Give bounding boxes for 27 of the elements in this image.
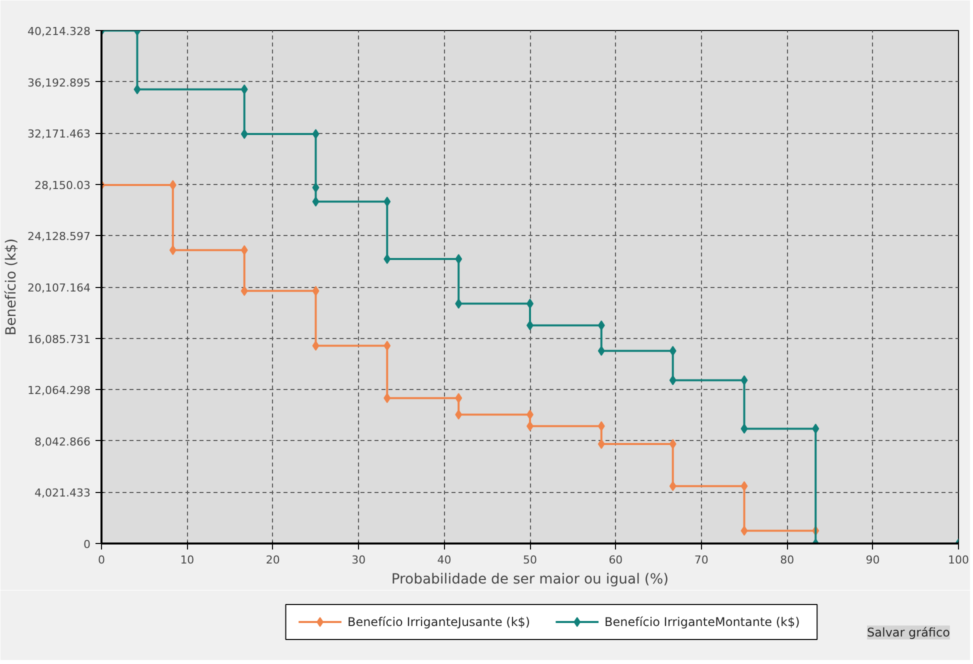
x-tick-label: 10	[180, 554, 194, 566]
y-tick-label: 36,192.895	[28, 76, 91, 90]
y-tick-label: 20,107.164	[28, 282, 91, 294]
x-tick-label: 40	[437, 554, 452, 566]
x-tick-label: 20	[266, 554, 280, 566]
legend-label: Benefício IrriganteMontante (k$)	[604, 615, 800, 629]
y-tick-label: 24,128.597	[28, 230, 91, 244]
y-tick-label: 0	[84, 538, 90, 551]
y-tick-label: 8,042.866	[34, 435, 90, 448]
y-tick-label: 16,085.731	[28, 332, 91, 346]
y-tick-label: 12,064.298	[28, 384, 91, 398]
y-tick-label: 4,021.433	[34, 486, 90, 500]
x-axis-title: Probabilidade de ser maior ou igual (%)	[391, 572, 669, 588]
x-tick-label: 50	[523, 554, 537, 566]
x-tick-label: 100	[948, 554, 969, 566]
x-tick-label: 60	[608, 554, 623, 566]
x-tick-label: 70	[694, 554, 708, 566]
x-tick-label: 80	[780, 554, 794, 566]
text: Salvar gráfico	[867, 626, 950, 640]
y-tick-label: 28,150.03	[34, 178, 90, 192]
x-tick-label: 0	[98, 554, 105, 566]
legend-label: Benefício IrriganteJusante (k$)	[347, 615, 530, 629]
x-tick-label: 30	[352, 554, 366, 566]
y-tick-label: 32,171.463	[28, 128, 91, 141]
y-tick-label: 40,214.328	[28, 25, 91, 38]
x-tick-label: 90	[866, 554, 880, 566]
y-axis-title: Benefício (k$)	[4, 238, 20, 336]
